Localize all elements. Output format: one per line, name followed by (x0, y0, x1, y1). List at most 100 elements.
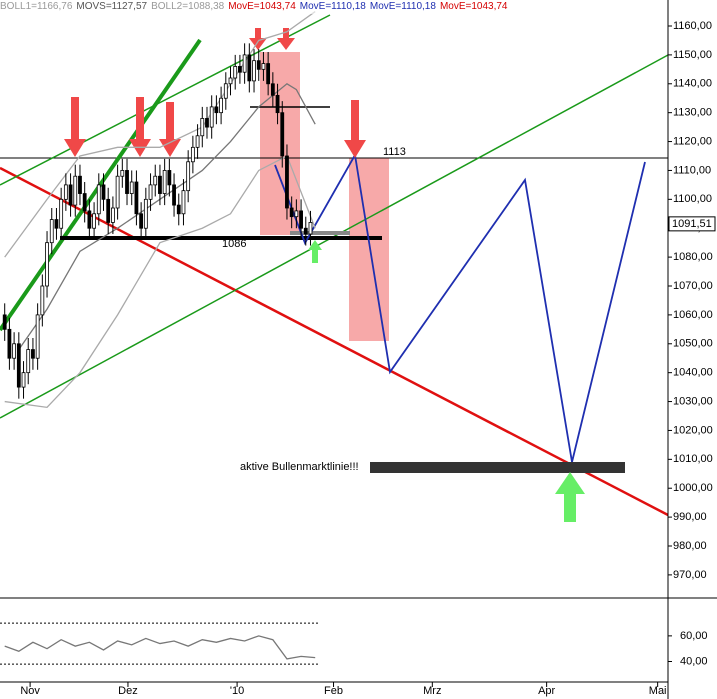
candle-body (205, 118, 209, 128)
legend-entry: MovE=1110,18 (299, 1, 366, 12)
up-arrow (308, 240, 322, 263)
candle-body (21, 372, 26, 388)
down-arrow (129, 97, 151, 157)
candle-body (200, 118, 205, 137)
trend-line (0, 166, 669, 517)
candle-body (87, 210, 92, 229)
y-tick-label: 1020,00 (673, 424, 713, 436)
arrows (308, 240, 585, 522)
y-tick-label: 1010,00 (673, 453, 713, 465)
highlight-box (260, 52, 300, 235)
x-tick-label: Dez (118, 685, 138, 697)
candle-body (223, 83, 228, 99)
y-tick-label: 980,00 (673, 540, 707, 552)
candle-body (115, 175, 120, 209)
candle-body (233, 66, 238, 79)
x-tick-label: Nov (20, 685, 40, 697)
candle-body (209, 106, 214, 128)
candle-body (219, 97, 223, 114)
candle-body (158, 175, 162, 194)
y-tick-label: 1080,00 (673, 251, 713, 263)
candle-body (111, 207, 115, 223)
candle-body (261, 63, 266, 70)
candle-body (120, 170, 125, 177)
header-legend: BOLL1=1166,76 MOVS=1127,57 BOLL2=1088,38 Mo… (0, 0, 508, 14)
annotation: 1086 (222, 238, 246, 250)
indicator-line (18, 82, 316, 350)
arrows (64, 28, 366, 158)
down-arrow (277, 28, 295, 50)
indicator-line (4, 635, 316, 660)
candle-body (26, 349, 31, 374)
y-tick-label: 1070,00 (673, 280, 713, 292)
candle-body (129, 181, 134, 194)
candle-body (299, 210, 303, 229)
y-tick-label: 1150,00 (673, 49, 712, 61)
candle-body (275, 94, 280, 114)
candle-body (125, 170, 129, 194)
last-price-box (668, 216, 716, 232)
candle-body (12, 343, 17, 359)
candle-body (92, 213, 96, 229)
candle-body (242, 54, 247, 73)
y-tick-label: 990,00 (673, 511, 707, 523)
y-tick-label: 40,00 (680, 655, 708, 667)
candle-body (134, 181, 139, 215)
x-tick-label: Mai (649, 685, 667, 697)
candle-body (35, 314, 40, 359)
y-tick-label: 1160,00 (673, 20, 712, 32)
candle-body (45, 242, 49, 287)
candle-body (106, 198, 111, 223)
candle-body (78, 175, 82, 194)
highlight-box (349, 158, 389, 341)
candle-body (63, 184, 68, 200)
y-tick-label: 1110,00 (673, 164, 711, 176)
down-arrow (64, 97, 86, 157)
legend-entry: MovE=1043,74 (439, 1, 508, 12)
y-tick-label: 970,00 (673, 569, 707, 581)
candle-body (2, 314, 7, 330)
candle-body (139, 213, 144, 229)
x-tick-label: Mrz (423, 685, 441, 697)
annotation: aktive Bullenmarktlinie!!! (240, 461, 359, 473)
candle-body (54, 219, 59, 229)
candle-body (16, 343, 21, 388)
down-arrow (344, 100, 366, 158)
down-arrow (159, 102, 181, 157)
indicator-line (4, 11, 316, 258)
candle-body (228, 77, 233, 85)
candle-body (285, 155, 289, 209)
candle-body (59, 198, 64, 229)
down-arrow (249, 28, 267, 50)
last-price-label: 1091,51 (672, 218, 712, 230)
y-tick-label: 1030,00 (673, 395, 713, 407)
candle-body (172, 184, 176, 206)
candle-body (190, 146, 195, 163)
candle-body (167, 170, 172, 186)
candle-body (195, 135, 200, 148)
y-tick-label: 1130,00 (673, 107, 712, 119)
candle-body (82, 193, 87, 212)
candle-body (101, 184, 106, 200)
legend-entry: BOLL1=1166,76 (0, 1, 73, 12)
candle-body (31, 349, 35, 359)
y-tick-label: 1040,00 (673, 367, 713, 379)
candle-body (280, 112, 285, 157)
up-arrow (555, 472, 585, 522)
candle-body (153, 175, 158, 186)
candle-body (181, 190, 186, 215)
annotation: 1113 (383, 146, 406, 158)
trend-line (0, 14, 331, 186)
candle-body (176, 204, 181, 215)
candle-body (214, 106, 219, 114)
candle-body (162, 170, 167, 194)
y-tick-label: 1120,00 (673, 135, 712, 147)
candle-body (49, 219, 54, 244)
candle-body (247, 54, 252, 82)
candle-body (256, 60, 261, 70)
legend-entry: MovE=1043,74 (228, 1, 296, 12)
y-tick-label: 1000,00 (673, 482, 713, 494)
